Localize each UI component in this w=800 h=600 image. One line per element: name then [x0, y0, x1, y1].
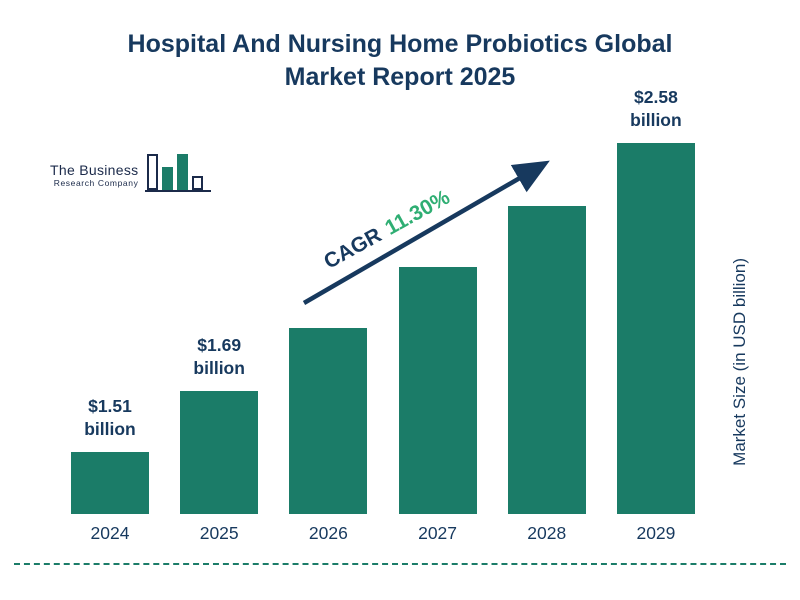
page-title: Hospital And Nursing Home Probiotics Glo… [0, 28, 800, 94]
logo-bar-fill-2 [177, 154, 189, 190]
logo-bar-outline-1 [147, 154, 159, 190]
cagr-trend-arrow [302, 160, 550, 305]
bar-column-2029: $2.58 billion 2029 [608, 86, 704, 544]
x-axis-label-2029: 2029 [636, 523, 676, 543]
logo-text: The Business Research Company [50, 162, 138, 192]
bar-2028 [507, 206, 586, 514]
bar-2024 [71, 452, 149, 514]
logo-name-bottom: Research Company [53, 178, 139, 188]
x-axis-label-2027: 2027 [418, 523, 458, 543]
y-axis-label: Market Size (in USD billion) [730, 258, 749, 466]
bar-value-label-2029: $2.58 billion [630, 86, 682, 131]
bar-value-label-2025: $1.69 billion [193, 334, 245, 379]
bar-2026 [289, 328, 368, 514]
bar-value-label-2024: $1.51 billion [84, 395, 136, 440]
x-axis-label-2026: 2026 [308, 523, 348, 543]
bar-column-2028: 2028 [499, 206, 595, 544]
title-line-2: Market Report 2025 [284, 63, 516, 91]
bar-column-2025: $1.69 billion 2025 [171, 334, 267, 544]
logo-name-top: The Business [50, 162, 139, 178]
x-axis-label-2028: 2028 [527, 523, 567, 543]
bar-chart: $1.51 billion 2024 $1.69 billion 2025 2026 2027… [62, 86, 704, 544]
title-line-1: Hospital And Nursing Home Probiotics Glo… [127, 30, 673, 58]
bar-2027 [398, 267, 477, 514]
logo-bar-fill-1 [162, 167, 174, 190]
x-axis-label-2025: 2025 [199, 523, 239, 543]
logo-chart-icon [145, 142, 212, 192]
bar-column-2024: $1.51 billion 2024 [62, 395, 158, 544]
company-logo: The Business Research Company [50, 142, 212, 192]
logo-baseline [145, 190, 212, 192]
bar-column-2027: 2027 [390, 267, 486, 544]
bar-column-2026: 2026 [280, 328, 376, 544]
bar-2029 [616, 143, 695, 514]
bottom-dashed-divider [14, 563, 786, 565]
logo-bar-outline-2 [192, 176, 204, 190]
x-axis-label-2024: 2024 [90, 523, 130, 543]
bar-2025 [180, 391, 259, 514]
